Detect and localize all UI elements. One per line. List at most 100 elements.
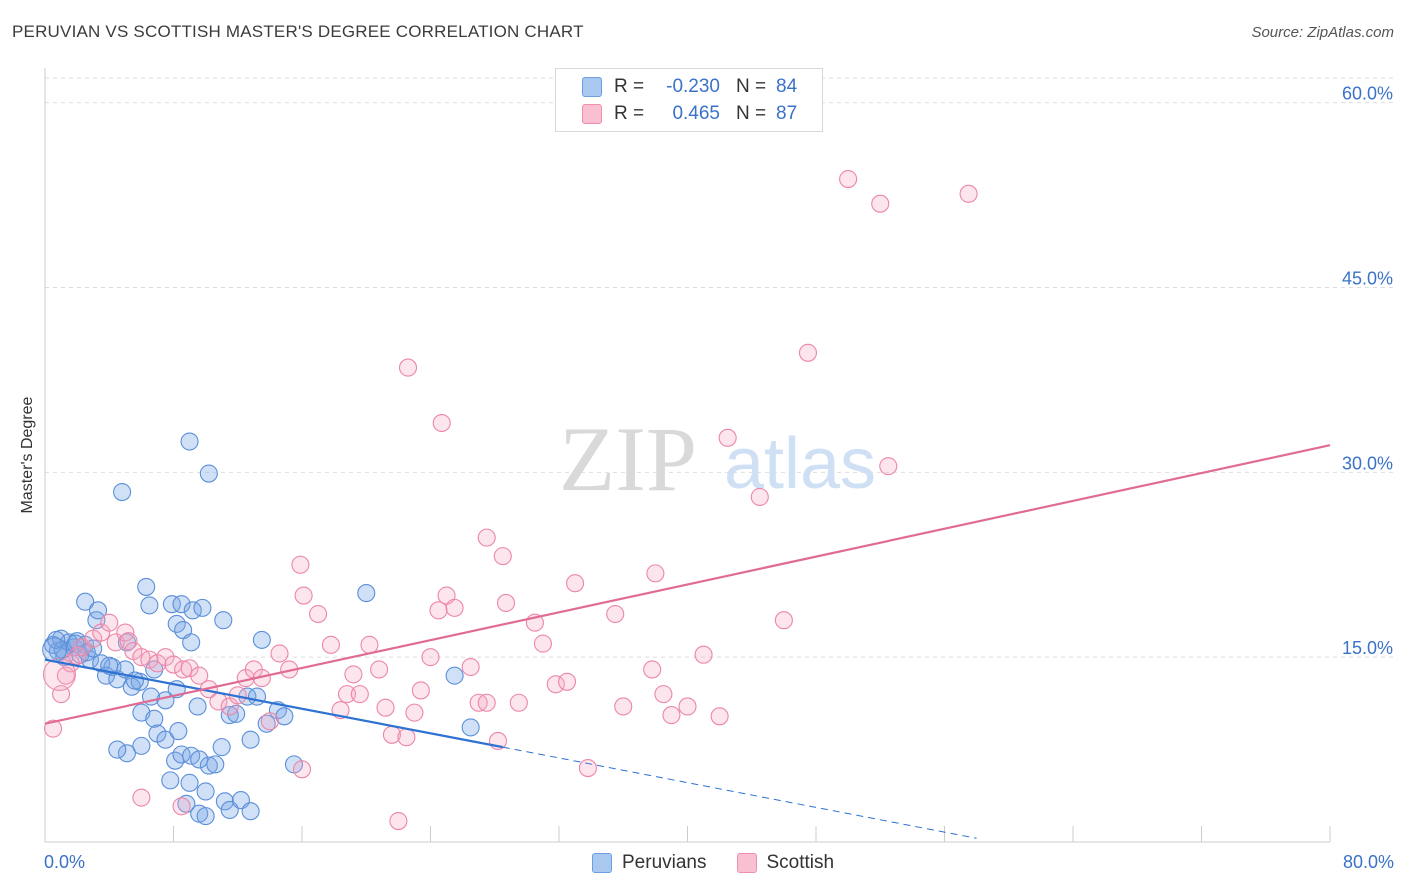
peruvian-point bbox=[212, 738, 231, 757]
n-value: 84 bbox=[776, 76, 798, 97]
scottish-point bbox=[710, 707, 729, 726]
peruvian-point bbox=[196, 807, 215, 826]
watermark-atlas: atlas bbox=[724, 424, 876, 504]
y-tick-label: 30.0% bbox=[1342, 453, 1393, 473]
peruvian-point bbox=[357, 584, 376, 603]
scottish-point bbox=[43, 719, 63, 738]
scottish-point bbox=[405, 703, 424, 722]
scottish-point bbox=[429, 601, 448, 620]
scottish-point bbox=[132, 788, 151, 807]
peruvian-point bbox=[88, 601, 108, 620]
scottish-point bbox=[411, 681, 430, 700]
peruvian-point bbox=[193, 598, 212, 617]
y-tick-labels: 15.0% 30.0% 45.0% 60.0% bbox=[1342, 84, 1393, 659]
chart-title: PERUVIAN VS SCOTTISH MASTER'S DEGREE COR… bbox=[12, 22, 584, 41]
scottish-point bbox=[100, 613, 119, 632]
scottish-point bbox=[294, 586, 313, 605]
peruvian-point bbox=[188, 697, 207, 716]
peruvian-point bbox=[172, 595, 191, 614]
legend-label-scottish: Scottish bbox=[766, 852, 835, 873]
scottish-point bbox=[445, 598, 464, 617]
scottish-point bbox=[42, 657, 76, 691]
scottish-point bbox=[678, 697, 697, 716]
scottish-point bbox=[432, 413, 451, 433]
peruvian-point bbox=[169, 722, 188, 741]
peruvian-point bbox=[199, 756, 218, 775]
scottish-point bbox=[337, 685, 357, 704]
scottish-point bbox=[578, 759, 597, 778]
correlation-legend: R = -0.230 N = 84 R = 0.465 N = 87 bbox=[555, 68, 823, 132]
scottish-point bbox=[557, 672, 577, 691]
scottish-point bbox=[774, 611, 793, 630]
peruvian-point bbox=[257, 714, 276, 733]
scottish-point bbox=[566, 574, 585, 593]
peruvian-point bbox=[108, 740, 127, 759]
scottish-point bbox=[750, 487, 769, 507]
scottish-point bbox=[606, 604, 625, 624]
scottish-point bbox=[798, 343, 818, 362]
peruvians-swatch-icon bbox=[582, 77, 602, 97]
legend-label-peruvians: Peruvians bbox=[622, 852, 707, 873]
peruvian-point bbox=[241, 802, 260, 821]
scottish-point bbox=[421, 648, 440, 667]
scottish-point bbox=[879, 457, 898, 476]
series-legend: Peruvians Scottish bbox=[592, 852, 864, 874]
scatter-points bbox=[42, 169, 978, 831]
r-value: 0.465 bbox=[672, 103, 720, 124]
legend-item-peruvians[interactable]: Peruvians bbox=[592, 852, 707, 874]
scottish-point bbox=[694, 645, 713, 664]
scottish-point bbox=[493, 547, 512, 566]
peruvians-legend-icon bbox=[592, 853, 612, 873]
scottish-point bbox=[68, 646, 87, 665]
peruvian-point bbox=[42, 637, 68, 663]
peruvian-point bbox=[161, 771, 180, 790]
gridlines bbox=[45, 77, 1395, 658]
scottish-point bbox=[292, 760, 312, 779]
peruvian-point bbox=[252, 630, 271, 649]
trend-lines bbox=[44, 444, 1331, 839]
scottish-point bbox=[270, 644, 289, 663]
peruvian-point bbox=[137, 577, 156, 596]
scottish-point bbox=[398, 358, 418, 377]
scottish-point bbox=[839, 169, 858, 189]
scottish-point bbox=[533, 634, 552, 653]
scottish-point bbox=[376, 698, 395, 717]
axes bbox=[44, 68, 1331, 843]
scottish-point bbox=[344, 665, 363, 684]
peruvian-point bbox=[76, 592, 95, 611]
peruvian-point bbox=[162, 595, 181, 614]
scottish-point bbox=[871, 194, 890, 213]
scottish-point bbox=[260, 712, 279, 731]
scottish-point bbox=[477, 528, 496, 547]
legend-item-scottish[interactable]: Scottish bbox=[736, 852, 835, 874]
scottish-point bbox=[350, 685, 369, 704]
watermark: ZIP atlas bbox=[559, 408, 876, 510]
scottish-point bbox=[646, 564, 665, 583]
y-tick-label: 60.0% bbox=[1342, 84, 1393, 104]
scottish-point bbox=[461, 657, 480, 677]
scottish-point bbox=[190, 666, 209, 685]
scottish-point bbox=[174, 660, 193, 679]
peruvians-trend-line bbox=[44, 658, 503, 749]
peruvian-point bbox=[206, 755, 225, 774]
scottish-point bbox=[643, 660, 662, 679]
peruvian-point bbox=[227, 704, 246, 723]
scottish-point bbox=[614, 697, 633, 716]
peruvian-point bbox=[117, 744, 136, 763]
y-tick-label: 45.0% bbox=[1342, 268, 1393, 288]
scottish-point bbox=[959, 184, 978, 203]
scottish-point bbox=[662, 706, 681, 725]
source-label: Source: ZipAtlas.com bbox=[1251, 24, 1394, 41]
peruvian-point bbox=[241, 730, 260, 749]
peruvian-point bbox=[180, 432, 199, 451]
peruvian-point bbox=[182, 633, 201, 652]
n-value: 87 bbox=[776, 103, 798, 124]
x-tick-label-min: 0.0% bbox=[44, 852, 86, 872]
peruvian-point bbox=[461, 718, 480, 737]
peruvian-point bbox=[177, 794, 196, 813]
peruvian-point bbox=[132, 736, 151, 755]
y-axis-label: Master's Degree bbox=[19, 396, 36, 514]
legend-row-peruvians: R = -0.230 N = 84 bbox=[582, 74, 797, 100]
scottish-trend-line bbox=[44, 444, 1331, 725]
scottish-point bbox=[180, 659, 199, 678]
